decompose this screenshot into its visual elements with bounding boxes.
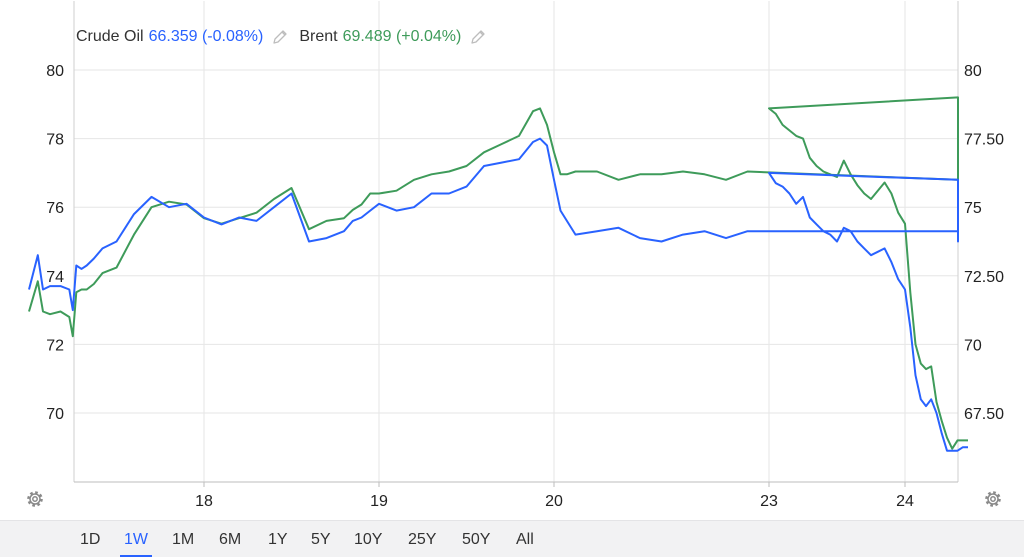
legend-brent-value: 69.489 (+0.04%) bbox=[342, 28, 462, 45]
range-button-10y[interactable]: 10Y bbox=[354, 531, 383, 548]
legend-crude-oil-value: 66.359 (-0.08%) bbox=[148, 28, 264, 45]
y-right-tick-label: 67.50 bbox=[964, 406, 1004, 423]
x-tick-label: 20 bbox=[545, 493, 563, 510]
range-button-50y[interactable]: 50Y bbox=[462, 531, 491, 548]
range-button-1d[interactable]: 1D bbox=[80, 531, 101, 548]
y-right-tick-label: 75 bbox=[964, 200, 982, 217]
pencil-icon[interactable] bbox=[271, 28, 289, 46]
chart-grid bbox=[73, 1, 959, 483]
line-chart: 70 72 74 76 78 80 67.50 70 72.50 75 77.50 80 18 19 20 2… bbox=[28, 1, 1004, 510]
y-right-tick-label: 80 bbox=[964, 63, 982, 80]
gear-icon[interactable] bbox=[24, 488, 46, 510]
range-button-5y[interactable]: 5Y bbox=[311, 531, 331, 548]
x-tick-label: 19 bbox=[370, 493, 388, 510]
chart-legend: Crude Oil 66.359 (-0.08%) Brent 69.489 (… bbox=[76, 28, 497, 46]
y-right-tick-label: 72.50 bbox=[964, 269, 1004, 286]
y-left-tick-label: 76 bbox=[46, 200, 64, 217]
pencil-icon[interactable] bbox=[469, 28, 487, 46]
x-tick-label: 23 bbox=[760, 493, 778, 510]
y-left-tick-label: 74 bbox=[46, 269, 64, 286]
legend-crude-oil-name: Crude Oil bbox=[76, 28, 144, 45]
y-left-tick-label: 72 bbox=[46, 337, 64, 354]
legend-brent-name: Brent bbox=[299, 28, 338, 45]
x-tick-label: 18 bbox=[195, 493, 213, 510]
y-right-tick-label: 70 bbox=[964, 337, 982, 354]
time-range-bar: 1D 1W 1M 6M 1Y 5Y 10Y 25Y 50Y All bbox=[0, 520, 1024, 557]
range-button-1y[interactable]: 1Y bbox=[268, 531, 288, 548]
range-button-1m[interactable]: 1M bbox=[172, 531, 195, 548]
y-left-tick-label: 78 bbox=[46, 132, 64, 149]
y-left-tick-label: 80 bbox=[46, 63, 64, 80]
y-right-tick-label: 77.50 bbox=[964, 132, 1004, 149]
gear-icon[interactable] bbox=[982, 488, 1004, 510]
series-line-brent bbox=[28, 96, 968, 450]
chart-area: 70 72 74 76 78 80 67.50 70 72.50 75 77.50 80 18 19 20 2… bbox=[24, 1, 1004, 510]
range-button-25y[interactable]: 25Y bbox=[408, 531, 437, 548]
series-line-crude-oil bbox=[28, 137, 968, 452]
y-left-tick-label: 70 bbox=[46, 406, 64, 423]
range-button-1w[interactable]: 1W bbox=[120, 521, 152, 557]
x-tick-label: 24 bbox=[896, 493, 914, 510]
range-button-6m[interactable]: 6M bbox=[219, 531, 242, 548]
range-button-all[interactable]: All bbox=[516, 531, 534, 548]
